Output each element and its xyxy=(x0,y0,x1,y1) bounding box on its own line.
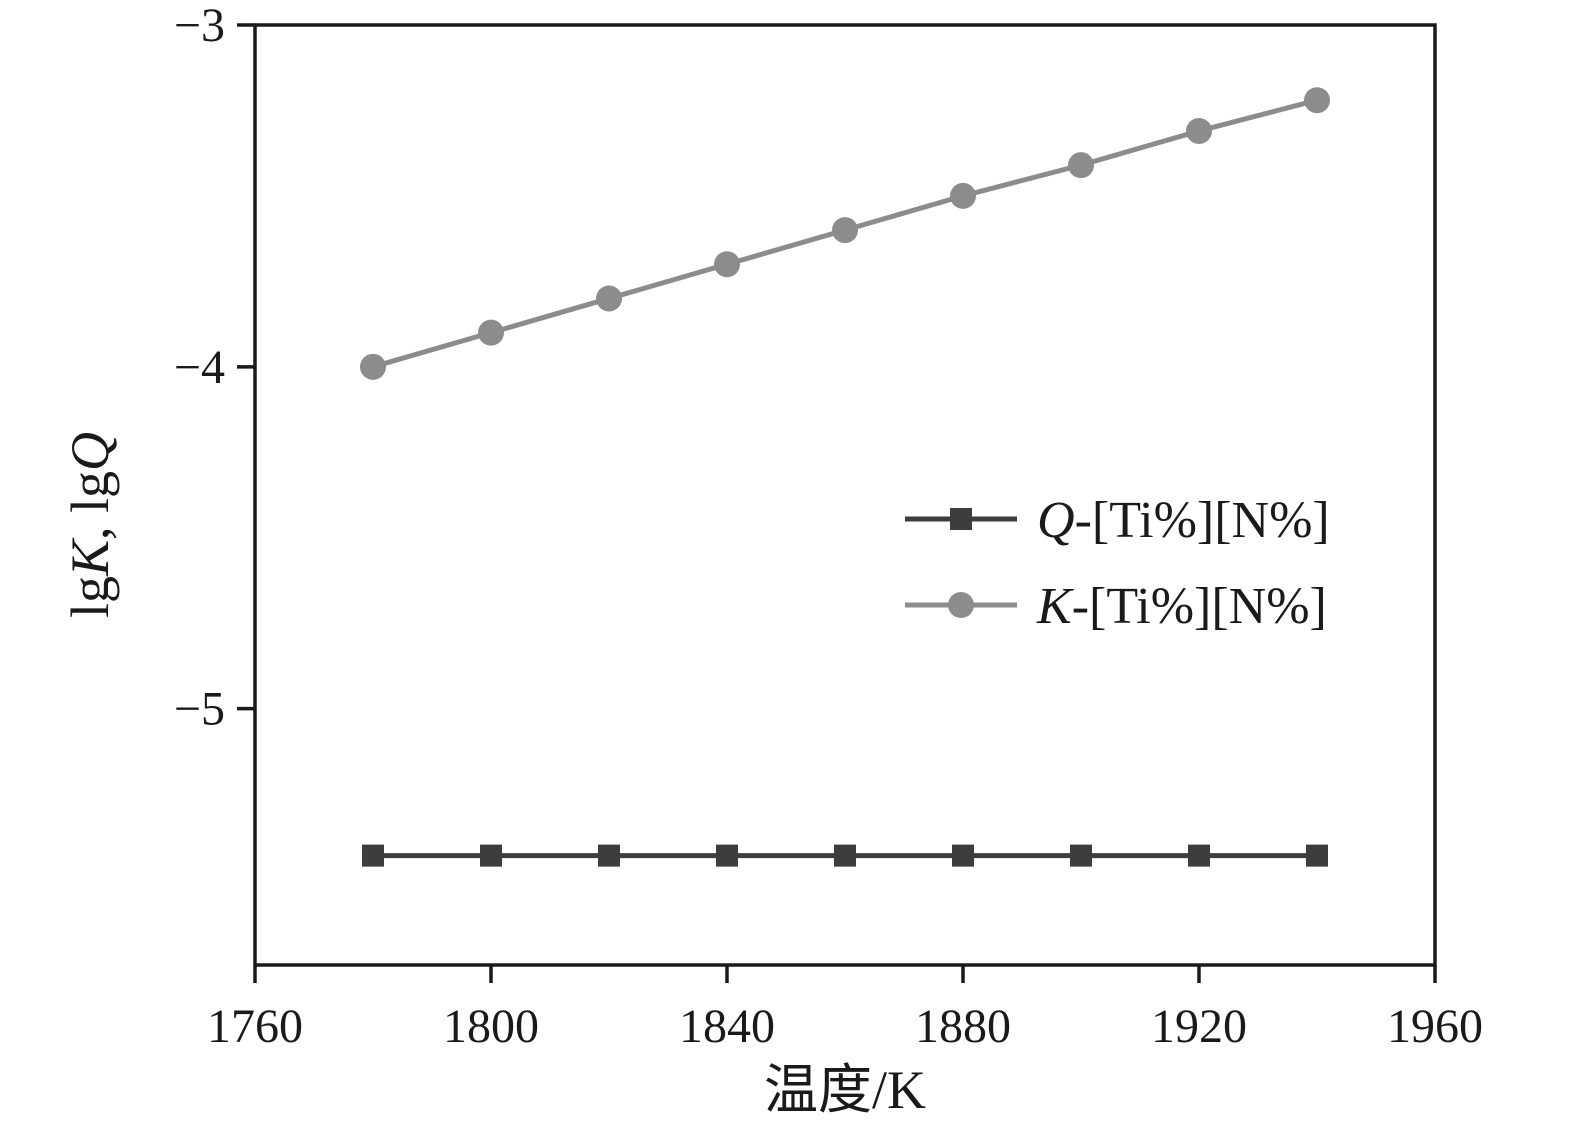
y-tick-label: −3 xyxy=(174,0,225,52)
series-square xyxy=(362,844,1328,867)
x-tick-label: 1920 xyxy=(1151,1000,1247,1053)
data-point-marker xyxy=(950,182,976,209)
data-point-marker xyxy=(1304,87,1330,114)
plot-frame xyxy=(253,23,1437,967)
data-point-marker xyxy=(716,844,738,867)
x-tick-label: 1880 xyxy=(915,1000,1011,1053)
data-point-marker xyxy=(362,844,384,867)
data-point-marker xyxy=(832,217,858,244)
data-point-marker xyxy=(596,285,622,312)
y-tick-label: −5 xyxy=(174,683,225,736)
data-point-marker xyxy=(950,508,972,530)
legend-entry: K-[Ti%][N%] xyxy=(905,578,1327,635)
data-point-marker xyxy=(360,353,386,380)
x-axis-label: 温度/K xyxy=(764,1060,926,1120)
y-axis-label: lgK, lgQ xyxy=(60,432,120,618)
y-tick-label: −4 xyxy=(174,341,225,394)
data-point-marker xyxy=(1306,844,1328,867)
legend-label: Q-[Ti%][N%] xyxy=(1037,492,1330,549)
data-point-marker xyxy=(834,844,856,867)
x-tick-label: 1960 xyxy=(1387,1000,1483,1053)
data-point-marker xyxy=(478,319,504,346)
data-point-marker xyxy=(480,844,502,867)
data-point-marker xyxy=(1186,117,1212,144)
data-point-marker xyxy=(714,251,740,278)
data-point-marker xyxy=(1068,152,1094,179)
data-point-marker xyxy=(952,844,974,867)
legend-entry: Q-[Ti%][N%] xyxy=(905,492,1330,549)
data-point-marker xyxy=(598,844,620,867)
data-point-marker xyxy=(1188,844,1210,867)
x-tick-label: 1760 xyxy=(207,1000,303,1053)
data-point-marker xyxy=(1070,844,1092,867)
data-point-marker xyxy=(948,592,974,618)
series-circle xyxy=(360,87,1330,380)
x-tick-label: 1840 xyxy=(679,1000,775,1053)
x-tick-label: 1800 xyxy=(443,1000,539,1053)
legend-label: K-[Ti%][N%] xyxy=(1036,578,1327,635)
